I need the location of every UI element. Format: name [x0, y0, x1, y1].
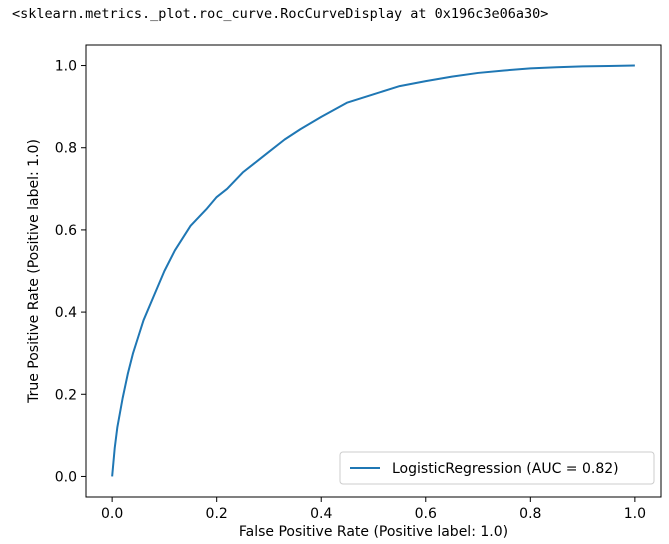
- axes-frame: [85, 44, 662, 498]
- y-tick-label: 0.0: [55, 469, 77, 485]
- roc-curve-line: [111, 64, 635, 477]
- x-tick-label: 0.8: [519, 506, 541, 522]
- y-tick-label: 1.0: [55, 59, 77, 75]
- y-tick-label: 0.4: [55, 305, 77, 321]
- y-axis-label: True Positive Rate (Positive label: 1.0): [26, 139, 42, 404]
- x-tick-label: 0.6: [415, 506, 437, 522]
- x-tick-label: 0.0: [101, 506, 123, 522]
- legend-box: [339, 451, 655, 485]
- output-repr-text: <sklearn.metrics._plot.roc_curve.RocCurv…: [12, 6, 549, 22]
- x-tick-label: 0.4: [310, 506, 332, 522]
- legend: LogisticRegression (AUC = 0.82): [339, 451, 655, 485]
- legend-entry-label: LogisticRegression (AUC = 0.82): [392, 461, 619, 477]
- x-tick-label: 0.2: [206, 506, 228, 522]
- x-tick-label: 1.0: [624, 506, 646, 522]
- plot-layer: 0.0 0.2 0.4 0.6 0.8 1.0 0.0 0.2 0.4 0.6 0.8 1.0: [55, 44, 662, 522]
- y-tick-label: 0.8: [55, 141, 77, 157]
- y-tick-label: 0.6: [55, 223, 77, 239]
- y-tick-label: 0.2: [55, 387, 77, 403]
- x-axis-label: False Positive Rate (Positive label: 1.0…: [239, 524, 508, 540]
